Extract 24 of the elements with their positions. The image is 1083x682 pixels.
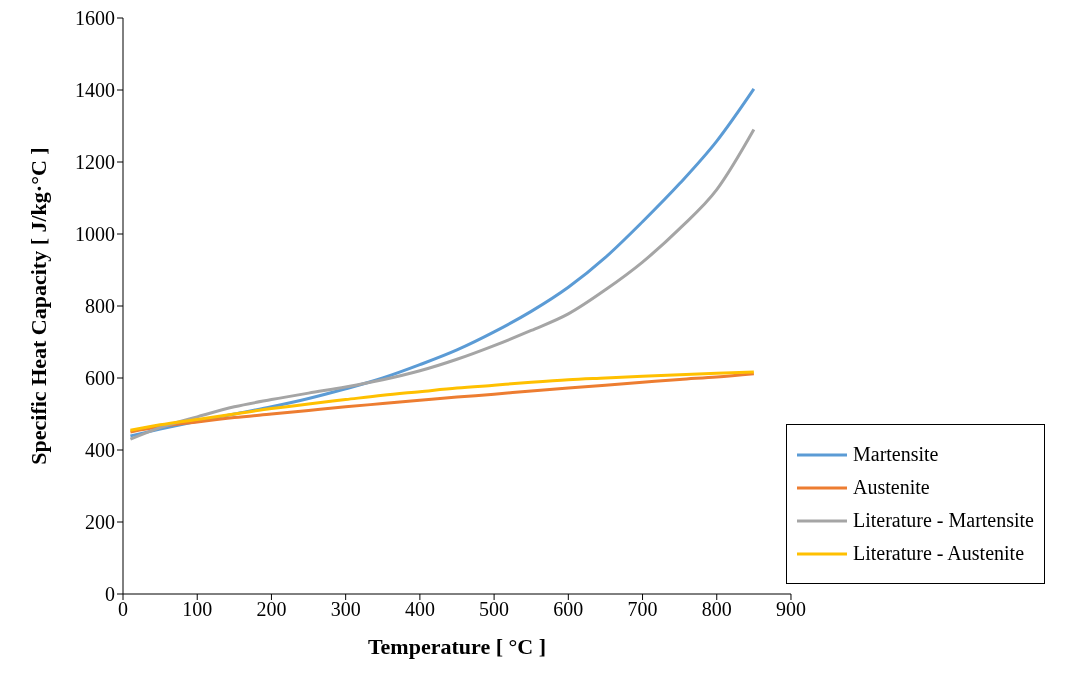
legend-label: Martensite	[852, 443, 939, 466]
y-tick-label: 200	[85, 511, 115, 534]
x-tick-label: 600	[553, 598, 584, 621]
x-tick-label: 500	[479, 598, 510, 621]
y-tick-label: 600	[85, 367, 115, 390]
y-axis-title: Specific Heat Capacity [ J/kg·°C ]	[25, 147, 51, 465]
legend-label: Austenite	[852, 476, 930, 499]
x-tick-label: 900	[775, 598, 806, 621]
x-tick-label: 700	[627, 598, 658, 621]
y-tick-label: 400	[85, 439, 115, 462]
y-tick-label: 0	[105, 583, 115, 606]
y-tick-label: 1400	[75, 79, 115, 102]
y-tick-label: 1200	[75, 151, 115, 174]
legend-label: Literature - Martensite	[852, 509, 1034, 532]
y-tick-label: 1600	[75, 7, 115, 30]
y-tick-label: 1000	[75, 223, 115, 246]
x-tick-label: 400	[404, 598, 435, 621]
x-tick-label: 200	[256, 598, 287, 621]
x-tick-label: 300	[330, 598, 361, 621]
legend-label: Literature - Austenite	[852, 542, 1025, 565]
x-axis-title: Temperature [ °C ]	[367, 634, 547, 659]
x-tick-label: 800	[701, 598, 732, 621]
y-tick-label: 800	[85, 295, 115, 318]
x-tick-label: 100	[182, 598, 213, 621]
